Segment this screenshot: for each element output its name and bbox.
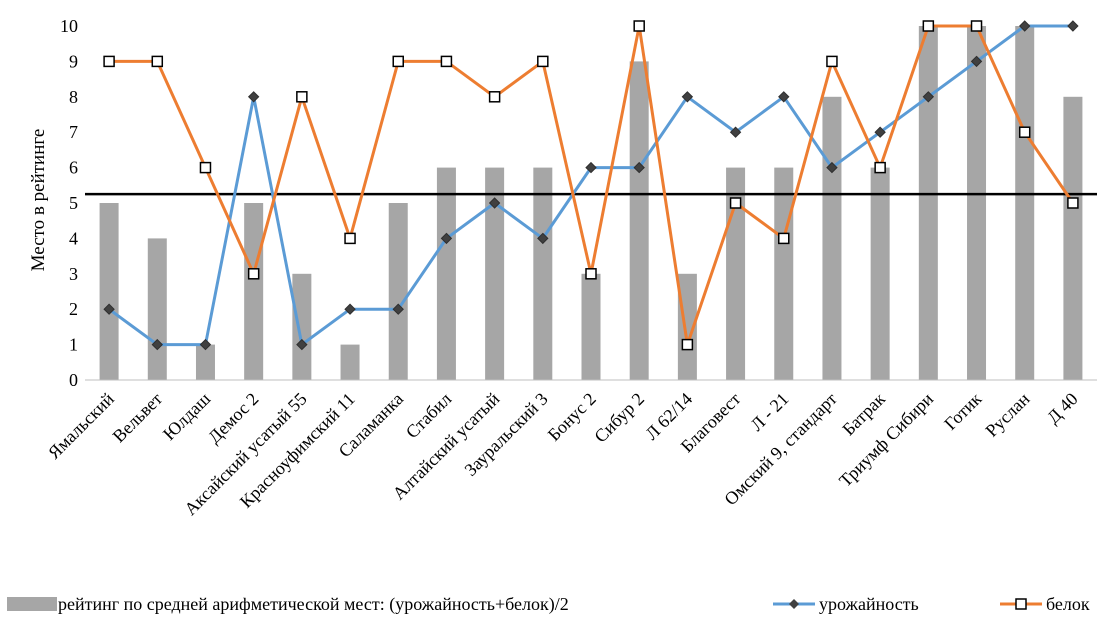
x-tick-label: Л - 21 <box>746 389 792 435</box>
x-tick-label: Вельвет <box>109 389 167 447</box>
point-marker-square <box>729 197 742 209</box>
bar <box>774 167 794 380</box>
point-marker-diamond <box>296 338 308 351</box>
point-marker-diamond <box>874 126 886 138</box>
x-tick-label: Готик <box>940 389 985 434</box>
y-tick-label: 4 <box>69 228 78 248</box>
point-marker-square <box>247 268 260 280</box>
legend-label: рейтинг по средней арифметической мест: … <box>58 594 569 615</box>
x-tick-label: Ямальский <box>44 388 118 462</box>
bar <box>244 203 264 380</box>
point-marker-square <box>681 338 694 351</box>
point-marker-square <box>778 232 790 245</box>
point-marker-square <box>1067 197 1079 209</box>
point-marker-diamond <box>826 161 838 174</box>
y-tick-label: 8 <box>69 87 78 107</box>
point-marker-square <box>537 55 549 68</box>
point-marker-diamond <box>488 197 501 209</box>
bar <box>388 203 408 380</box>
point-marker-diamond <box>681 91 694 103</box>
bar <box>292 273 312 380</box>
point-marker-diamond <box>151 338 163 351</box>
bar <box>1015 26 1035 380</box>
y-tick-label: 1 <box>69 335 78 355</box>
point-marker-square <box>874 161 886 174</box>
point-marker-square <box>970 20 983 32</box>
y-tick-label: 10 <box>60 16 78 36</box>
bar <box>629 61 649 381</box>
legend-label: белок <box>1046 594 1090 614</box>
series-markers <box>103 20 1079 351</box>
point-marker-square <box>151 55 164 68</box>
x-tick-label: Руслан <box>981 388 1033 440</box>
point-marker-square <box>392 55 404 68</box>
point-marker-diamond <box>1067 20 1079 32</box>
point-marker-diamond <box>247 91 260 103</box>
bar <box>581 273 601 380</box>
bar <box>1063 96 1083 381</box>
point-marker-square <box>488 91 501 103</box>
legend-marker-square <box>1015 598 1027 610</box>
bar <box>436 167 456 380</box>
x-tick-label: Д 40 <box>1043 389 1082 428</box>
bar <box>533 167 553 380</box>
bar <box>967 26 987 380</box>
bar <box>99 203 119 380</box>
point-marker-square <box>440 55 453 68</box>
point-marker-diamond <box>778 91 790 103</box>
point-marker-square <box>1018 126 1031 138</box>
bars <box>99 26 1083 381</box>
bar <box>485 167 505 380</box>
y-tick-label: 5 <box>69 193 78 213</box>
bar <box>918 26 938 380</box>
point-marker-diamond <box>633 161 645 174</box>
point-marker-square <box>585 268 597 280</box>
x-tick-label: Сибур 2 <box>590 389 648 447</box>
y-tick-label: 0 <box>69 370 78 390</box>
point-marker-diamond <box>970 55 983 68</box>
bar <box>147 238 167 380</box>
bar <box>870 167 890 380</box>
point-marker-diamond <box>440 232 453 245</box>
point-marker-diamond <box>537 232 549 245</box>
y-tick-label: 2 <box>69 299 78 319</box>
point-marker-diamond <box>922 91 935 103</box>
legend-label: урожайность <box>819 594 919 614</box>
bar <box>677 273 697 380</box>
point-marker-diamond <box>729 126 742 138</box>
bar <box>195 344 215 380</box>
x-tick-label: Бонус 2 <box>544 389 600 445</box>
point-marker-diamond <box>1019 20 1031 32</box>
y-ticks: 0 1 2 3 4 5 6 7 8 9 10 <box>60 16 78 390</box>
point-marker-diamond <box>585 161 597 174</box>
point-marker-square <box>344 232 356 245</box>
bar <box>822 96 842 381</box>
point-marker-square <box>199 161 212 174</box>
y-tick-label: 6 <box>69 158 78 178</box>
y-tick-label: 3 <box>69 264 78 284</box>
point-marker-square <box>103 55 115 68</box>
point-marker-square <box>296 91 308 103</box>
legend-swatch-bar <box>7 597 57 611</box>
legend-marker-diamond <box>789 599 799 609</box>
point-marker-diamond <box>344 303 356 315</box>
point-marker-square <box>826 55 838 68</box>
point-marker-diamond <box>103 303 115 315</box>
x-tick-label: Зауральский 3 <box>460 389 551 480</box>
point-marker-diamond <box>199 338 212 351</box>
bar <box>340 344 360 380</box>
y-axis-label: Место в рейтинге <box>28 129 49 272</box>
legend: рейтинг по средней арифметической мест: … <box>7 594 1090 615</box>
point-marker-square <box>633 20 645 32</box>
y-tick-label: 9 <box>69 51 78 71</box>
point-marker-diamond <box>392 303 404 315</box>
y-tick-label: 7 <box>69 122 78 142</box>
point-marker-square <box>922 20 935 32</box>
